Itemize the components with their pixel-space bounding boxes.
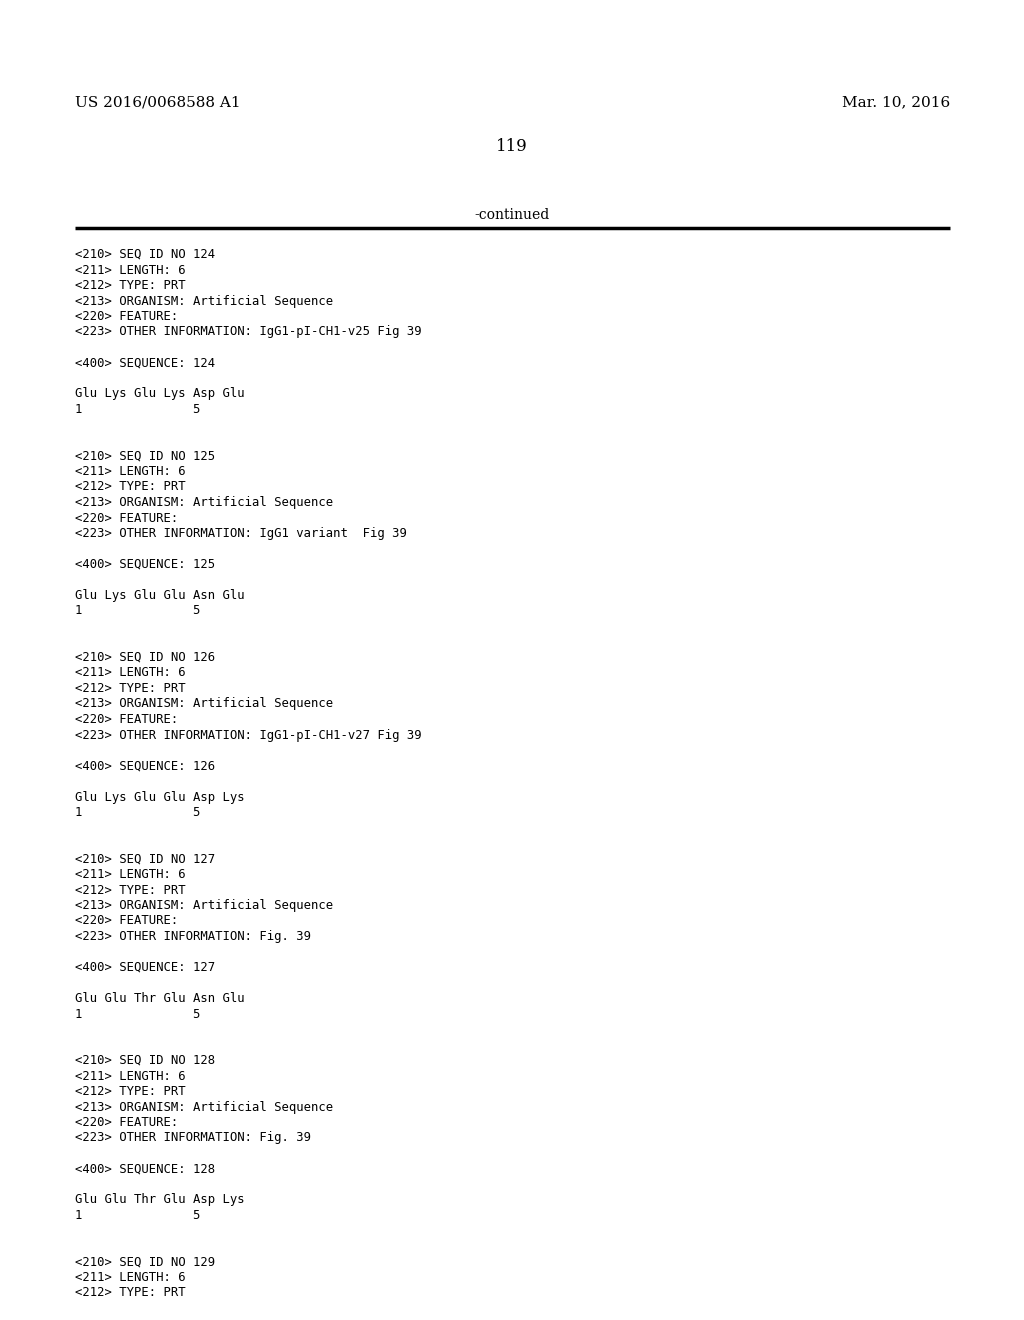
Text: <210> SEQ ID NO 128: <210> SEQ ID NO 128	[75, 1053, 215, 1067]
Text: <210> SEQ ID NO 124: <210> SEQ ID NO 124	[75, 248, 215, 261]
Text: US 2016/0068588 A1: US 2016/0068588 A1	[75, 95, 241, 110]
Text: <211> LENGTH: 6: <211> LENGTH: 6	[75, 465, 185, 478]
Text: Mar. 10, 2016: Mar. 10, 2016	[842, 95, 950, 110]
Text: <212> TYPE: PRT: <212> TYPE: PRT	[75, 480, 185, 494]
Text: <212> TYPE: PRT: <212> TYPE: PRT	[75, 279, 185, 292]
Text: <213> ORGANISM: Artificial Sequence: <213> ORGANISM: Artificial Sequence	[75, 294, 333, 308]
Text: -continued: -continued	[474, 209, 550, 222]
Text: <210> SEQ ID NO 125: <210> SEQ ID NO 125	[75, 450, 215, 462]
Text: <211> LENGTH: 6: <211> LENGTH: 6	[75, 667, 185, 680]
Text: <210> SEQ ID NO 127: <210> SEQ ID NO 127	[75, 853, 215, 866]
Text: <400> SEQUENCE: 124: <400> SEQUENCE: 124	[75, 356, 215, 370]
Text: <210> SEQ ID NO 129: <210> SEQ ID NO 129	[75, 1255, 215, 1269]
Text: <211> LENGTH: 6: <211> LENGTH: 6	[75, 1271, 185, 1284]
Text: 119: 119	[496, 139, 528, 154]
Text: <211> LENGTH: 6: <211> LENGTH: 6	[75, 264, 185, 276]
Text: <211> LENGTH: 6: <211> LENGTH: 6	[75, 1069, 185, 1082]
Text: <212> TYPE: PRT: <212> TYPE: PRT	[75, 682, 185, 696]
Text: Glu Glu Thr Glu Asp Lys: Glu Glu Thr Glu Asp Lys	[75, 1193, 245, 1206]
Text: 1               5: 1 5	[75, 1209, 201, 1222]
Text: <400> SEQUENCE: 127: <400> SEQUENCE: 127	[75, 961, 215, 974]
Text: <400> SEQUENCE: 128: <400> SEQUENCE: 128	[75, 1163, 215, 1176]
Text: <220> FEATURE:: <220> FEATURE:	[75, 1115, 178, 1129]
Text: Glu Lys Glu Glu Asn Glu: Glu Lys Glu Glu Asn Glu	[75, 589, 245, 602]
Text: Glu Lys Glu Lys Asp Glu: Glu Lys Glu Lys Asp Glu	[75, 388, 245, 400]
Text: <223> OTHER INFORMATION: IgG1-pI-CH1-v27 Fig 39: <223> OTHER INFORMATION: IgG1-pI-CH1-v27…	[75, 729, 422, 742]
Text: <213> ORGANISM: Artificial Sequence: <213> ORGANISM: Artificial Sequence	[75, 697, 333, 710]
Text: <400> SEQUENCE: 125: <400> SEQUENCE: 125	[75, 558, 215, 572]
Text: <210> SEQ ID NO 126: <210> SEQ ID NO 126	[75, 651, 215, 664]
Text: <213> ORGANISM: Artificial Sequence: <213> ORGANISM: Artificial Sequence	[75, 899, 333, 912]
Text: 1               5: 1 5	[75, 1007, 201, 1020]
Text: <212> TYPE: PRT: <212> TYPE: PRT	[75, 1287, 185, 1299]
Text: <213> ORGANISM: Artificial Sequence: <213> ORGANISM: Artificial Sequence	[75, 496, 333, 510]
Text: <220> FEATURE:: <220> FEATURE:	[75, 310, 178, 323]
Text: 1               5: 1 5	[75, 403, 201, 416]
Text: <213> ORGANISM: Artificial Sequence: <213> ORGANISM: Artificial Sequence	[75, 1101, 333, 1114]
Text: <223> OTHER INFORMATION: Fig. 39: <223> OTHER INFORMATION: Fig. 39	[75, 1131, 311, 1144]
Text: 1               5: 1 5	[75, 605, 201, 618]
Text: Glu Lys Glu Glu Asp Lys: Glu Lys Glu Glu Asp Lys	[75, 791, 245, 804]
Text: 1               5: 1 5	[75, 807, 201, 818]
Text: <400> SEQUENCE: 126: <400> SEQUENCE: 126	[75, 759, 215, 772]
Text: <220> FEATURE:: <220> FEATURE:	[75, 511, 178, 524]
Text: <223> OTHER INFORMATION: IgG1-pI-CH1-v25 Fig 39: <223> OTHER INFORMATION: IgG1-pI-CH1-v25…	[75, 326, 422, 338]
Text: <220> FEATURE:: <220> FEATURE:	[75, 713, 178, 726]
Text: <220> FEATURE:: <220> FEATURE:	[75, 915, 178, 928]
Text: Glu Glu Thr Glu Asn Glu: Glu Glu Thr Glu Asn Glu	[75, 993, 245, 1005]
Text: <223> OTHER INFORMATION: Fig. 39: <223> OTHER INFORMATION: Fig. 39	[75, 931, 311, 942]
Text: <212> TYPE: PRT: <212> TYPE: PRT	[75, 1085, 185, 1098]
Text: <212> TYPE: PRT: <212> TYPE: PRT	[75, 883, 185, 896]
Text: <223> OTHER INFORMATION: IgG1 variant  Fig 39: <223> OTHER INFORMATION: IgG1 variant Fi…	[75, 527, 407, 540]
Text: <211> LENGTH: 6: <211> LENGTH: 6	[75, 869, 185, 880]
